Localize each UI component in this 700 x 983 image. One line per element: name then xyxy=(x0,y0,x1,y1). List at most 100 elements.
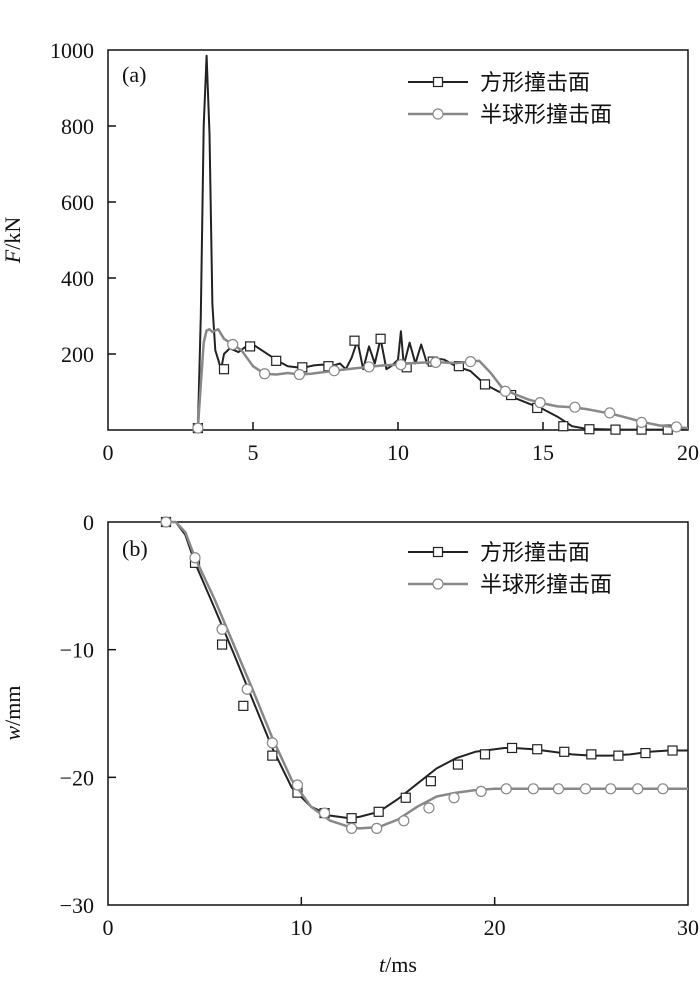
circle-marker xyxy=(430,356,442,368)
legend-square-marker xyxy=(432,76,444,88)
circle-marker xyxy=(346,822,358,835)
x-tick-label: 15 xyxy=(532,440,554,465)
panel-b-series xyxy=(160,516,688,835)
square-marker xyxy=(559,746,570,757)
square-marker xyxy=(425,776,436,787)
panel-b-x-axis-label: t/ms xyxy=(379,952,417,977)
square-marker xyxy=(586,749,597,760)
legend-label-0: 方形撞击面 xyxy=(480,541,590,566)
series-line-1 xyxy=(166,520,688,830)
x-tick-label: 0 xyxy=(103,440,114,465)
circle-marker xyxy=(395,359,407,371)
circle-marker xyxy=(569,401,581,413)
legend-label-1: 半球形撞击面 xyxy=(480,573,612,598)
square-marker xyxy=(506,742,518,754)
circle-marker xyxy=(552,783,565,795)
panel-b-label: (b) xyxy=(122,536,148,561)
circle-marker xyxy=(464,356,477,368)
panel-b-y-axis-label: w/mm xyxy=(0,685,25,740)
legend-circle-marker xyxy=(432,578,444,590)
square-marker xyxy=(610,424,621,435)
circle-marker xyxy=(448,792,460,804)
square-marker xyxy=(216,639,228,650)
square-marker xyxy=(238,700,249,711)
panel-b-frame xyxy=(107,521,689,906)
circle-marker xyxy=(499,385,511,397)
x-tick-label: 20 xyxy=(484,915,506,940)
legend-circle-marker xyxy=(432,108,444,120)
circle-marker xyxy=(527,783,539,795)
square-marker xyxy=(584,424,595,435)
x-tick-label: 20 xyxy=(677,440,699,465)
circle-marker xyxy=(500,783,512,795)
circle-marker xyxy=(241,683,253,695)
circle-marker xyxy=(363,361,375,373)
legend-square-marker xyxy=(432,546,444,558)
circle-marker xyxy=(475,785,487,797)
legend-label-0: 方形撞击面 xyxy=(480,71,590,96)
circle-marker xyxy=(605,783,617,795)
circle-marker xyxy=(635,416,648,428)
square-marker xyxy=(667,745,678,756)
y-tick-label: 800 xyxy=(61,114,94,139)
circle-marker xyxy=(579,783,592,795)
series-line-0 xyxy=(196,54,688,431)
panel-a-label: (a) xyxy=(122,62,146,87)
y-tick-label: 200 xyxy=(61,342,94,367)
circle-marker xyxy=(423,802,435,814)
series-line-1 xyxy=(196,328,689,430)
panel-b-ticks: 0 10 20 30 0 −10 −20 −30 xyxy=(60,510,699,940)
square-marker xyxy=(346,813,357,824)
square-marker xyxy=(558,421,569,432)
circle-marker xyxy=(670,421,683,433)
x-tick-label: 5 xyxy=(248,440,259,465)
legend-label-1: 半球形撞击面 xyxy=(480,103,612,128)
square-marker xyxy=(640,747,651,759)
square-marker xyxy=(245,341,256,352)
y-tick-label: 1000 xyxy=(50,38,94,63)
y-tick-label: 0 xyxy=(83,510,94,535)
circle-marker xyxy=(266,737,278,749)
square-marker xyxy=(267,750,278,761)
square-marker xyxy=(479,749,491,760)
panel-a: (a) F/kN 0 5 10 15 20 200 400 600 800 1000 方形撞击面半… xyxy=(0,38,699,465)
square-marker xyxy=(400,792,411,803)
circle-marker xyxy=(216,623,228,635)
circle-marker xyxy=(657,783,669,795)
circle-marker xyxy=(398,815,410,827)
circle-marker xyxy=(534,397,546,409)
square-marker xyxy=(218,364,230,375)
circle-marker xyxy=(192,422,204,434)
square-marker xyxy=(349,335,360,346)
square-marker xyxy=(271,355,282,366)
square-marker xyxy=(479,379,491,390)
x-tick-label: 10 xyxy=(387,440,409,465)
y-tick-label: 600 xyxy=(61,190,94,215)
circle-marker xyxy=(291,779,304,791)
circle-marker xyxy=(371,822,383,835)
circle-marker xyxy=(160,516,172,528)
circle-marker xyxy=(259,368,271,380)
square-marker xyxy=(532,744,543,755)
panel-a-series xyxy=(192,54,689,435)
square-marker xyxy=(373,806,384,817)
panel-a-y-axis-label: F/kN xyxy=(0,217,25,265)
circle-marker xyxy=(632,783,644,795)
y-tick-label: −10 xyxy=(60,638,94,663)
y-tick-label: −30 xyxy=(60,893,94,918)
circle-marker xyxy=(318,807,331,819)
circle-marker xyxy=(604,407,616,419)
circle-marker xyxy=(189,552,201,564)
square-marker xyxy=(452,759,464,770)
square-marker xyxy=(375,333,386,344)
square-marker xyxy=(613,750,624,761)
x-tick-label: 0 xyxy=(103,915,114,940)
circle-marker xyxy=(293,368,305,381)
circle-marker xyxy=(328,365,340,377)
x-tick-label: 30 xyxy=(677,915,699,940)
x-tick-label: 10 xyxy=(290,915,312,940)
y-tick-label: 400 xyxy=(61,266,94,291)
